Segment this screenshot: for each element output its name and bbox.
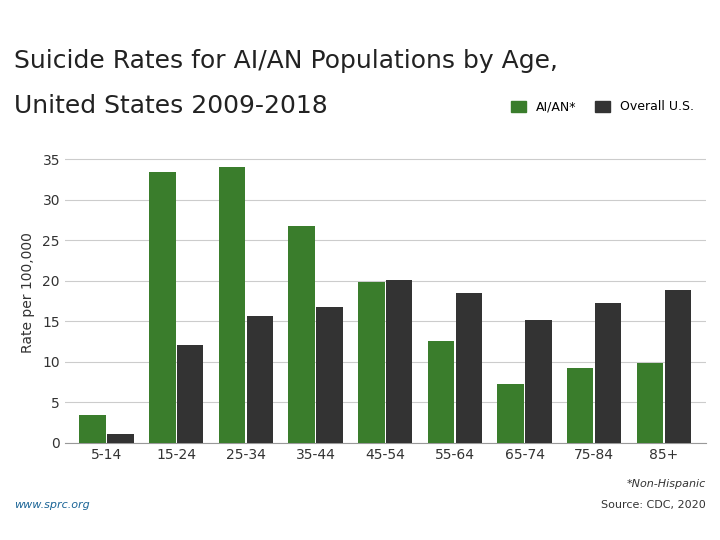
Bar (149, 172, 176, 443)
Bar (498, 384, 524, 443)
Text: United States 2009-2018: United States 2009-2018 (14, 94, 328, 118)
Bar (316, 307, 343, 443)
Bar (107, 434, 134, 443)
Legend: AI/AN*, Overall U.S.: AI/AN*, Overall U.S. (506, 96, 699, 118)
Text: www.sprc.org: www.sprc.org (14, 500, 90, 510)
Bar (177, 345, 204, 443)
Bar (79, 415, 106, 443)
Polygon shape (421, 0, 446, 35)
Bar (525, 320, 552, 443)
Text: SPRC  |  Suicide Prevention Resource Center: SPRC | Suicide Prevention Resource Cente… (467, 12, 713, 23)
Bar (428, 341, 454, 443)
Bar (456, 293, 482, 443)
Bar (219, 167, 246, 443)
Bar (358, 281, 384, 443)
Bar (595, 302, 621, 443)
Bar (246, 316, 273, 443)
Bar (636, 363, 663, 443)
Y-axis label: Rate per 100,000: Rate per 100,000 (22, 233, 35, 353)
Bar (665, 289, 691, 443)
Bar (567, 368, 593, 443)
Text: Suicide Rates for AI/AN Populations by Age,: Suicide Rates for AI/AN Populations by A… (14, 49, 559, 73)
Text: Source: CDC, 2020: Source: CDC, 2020 (601, 500, 706, 510)
Bar (289, 226, 315, 443)
Text: *Non-Hispanic: *Non-Hispanic (626, 478, 706, 489)
Bar (386, 280, 413, 443)
